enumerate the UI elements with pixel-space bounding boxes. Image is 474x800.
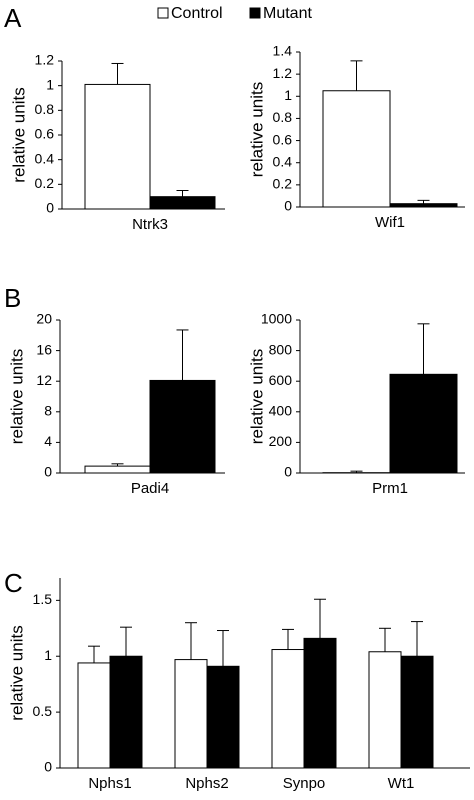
legend: Control Mutant <box>157 5 312 22</box>
y-tick-label: 0.2 <box>35 175 55 191</box>
bar <box>400 655 434 769</box>
bar <box>368 651 402 769</box>
y-axis-label: relative units <box>9 87 28 182</box>
y-tick-label: 1 <box>46 76 54 92</box>
bar <box>389 373 458 474</box>
y-tick-label: 1.2 <box>35 52 55 68</box>
y-tick-label: 1.5 <box>33 591 53 607</box>
y-tick-label: 0.8 <box>35 101 55 117</box>
x-tick-label: Nphs2 <box>185 775 228 792</box>
x-tick-label: Prm1 <box>372 480 408 497</box>
bar <box>77 662 111 769</box>
bar <box>149 379 216 474</box>
bar <box>84 83 151 210</box>
legend-label: Mutant <box>263 5 312 22</box>
y-tick-label: 1.4 <box>273 43 293 59</box>
bar <box>84 465 151 474</box>
y-tick-label: 600 <box>269 372 293 388</box>
legend-swatch <box>157 7 169 19</box>
panel-label: B <box>4 283 21 313</box>
y-tick-label: 400 <box>269 403 293 419</box>
bar <box>109 655 143 769</box>
y-tick-label: 0.6 <box>35 126 55 142</box>
x-tick-label: Padi4 <box>131 480 169 497</box>
bar <box>149 196 216 210</box>
y-tick-label: 1000 <box>261 311 292 327</box>
x-tick-label: Wif1 <box>375 214 405 231</box>
y-tick-label: 800 <box>269 341 293 357</box>
y-tick-label: 12 <box>36 372 52 388</box>
legend-label: Control <box>171 5 223 22</box>
y-axis-label: relative units <box>7 625 26 720</box>
y-tick-label: 1 <box>44 647 52 663</box>
y-tick-label: 0.5 <box>33 703 53 719</box>
y-tick-label: 4 <box>44 433 52 449</box>
y-axis-label: relative units <box>7 349 26 444</box>
y-tick-label: 0 <box>44 464 52 480</box>
y-tick-label: 16 <box>36 341 52 357</box>
y-tick-label: 0.8 <box>273 109 293 125</box>
y-tick-label: 8 <box>44 403 52 419</box>
y-axis-label: relative units <box>247 349 266 444</box>
y-tick-label: 0 <box>284 464 292 480</box>
legend-swatch <box>249 7 261 19</box>
y-tick-label: 0.4 <box>273 153 293 169</box>
y-tick-label: 20 <box>36 311 52 327</box>
bar <box>206 665 240 769</box>
y-tick-label: 0.2 <box>273 176 293 192</box>
bar <box>174 659 208 769</box>
y-tick-label: 1.2 <box>273 65 293 81</box>
y-tick-label: 1 <box>284 87 292 103</box>
panel-label: C <box>4 568 23 598</box>
x-tick-label: Wt1 <box>388 775 415 792</box>
panel-label: A <box>4 3 22 33</box>
bar <box>389 203 458 208</box>
bar <box>303 637 337 769</box>
y-tick-label: 200 <box>269 433 293 449</box>
y-tick-label: 0 <box>44 759 52 775</box>
y-tick-label: 0.6 <box>273 131 293 147</box>
y-axis-label: relative units <box>247 82 266 177</box>
y-tick-label: 0 <box>284 198 292 214</box>
x-tick-label: Synpo <box>283 775 326 792</box>
x-tick-label: Nphs1 <box>88 775 131 792</box>
x-tick-label: Ntrk3 <box>132 216 168 233</box>
bar <box>271 649 305 769</box>
bar <box>322 90 391 208</box>
y-tick-label: 0 <box>46 200 54 216</box>
y-tick-label: 0.4 <box>35 150 55 166</box>
